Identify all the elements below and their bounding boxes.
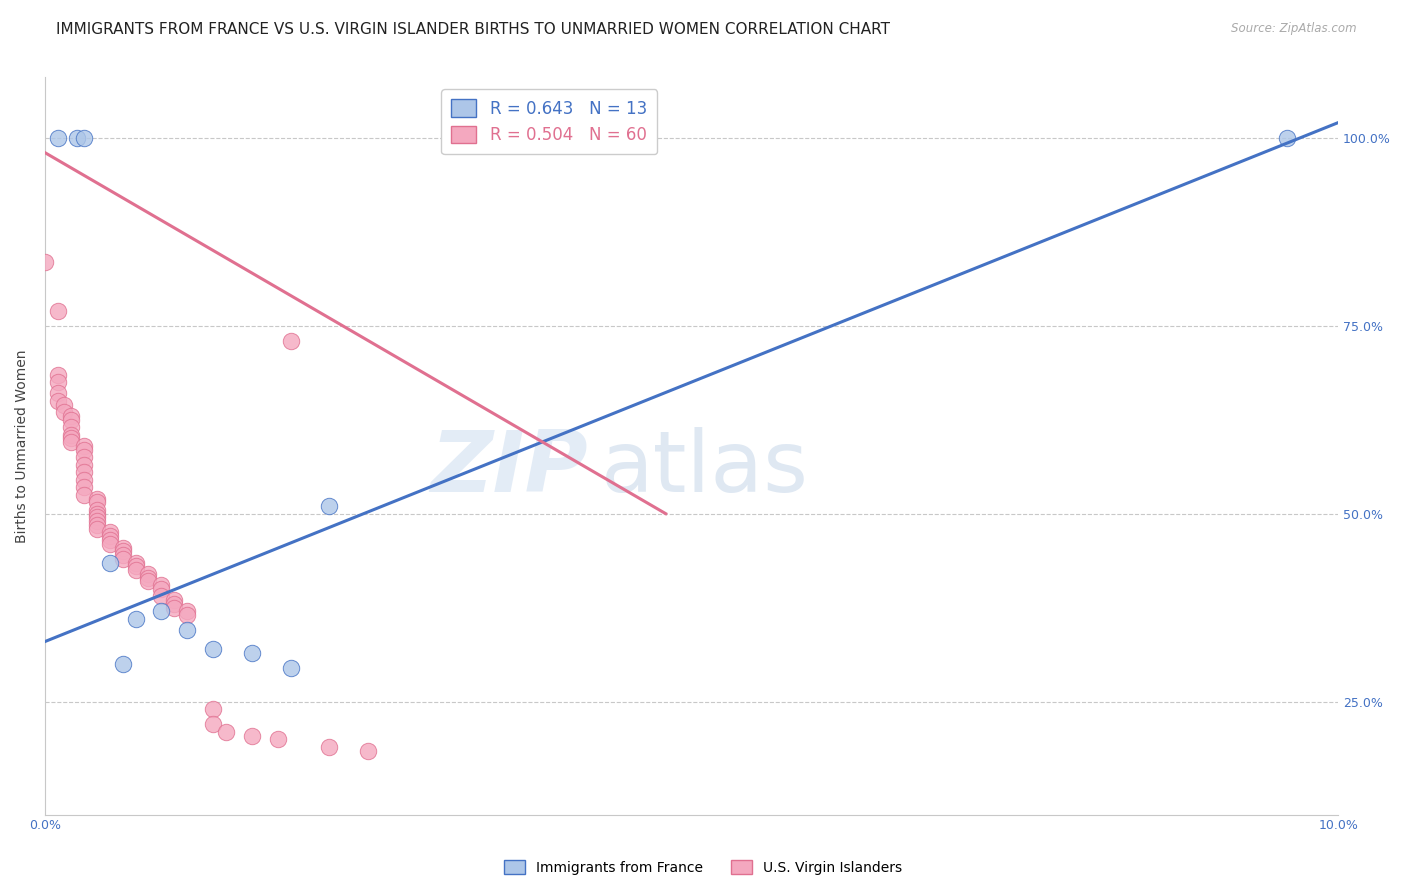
Point	[59, 420, 82, 434]
Point	[46, 386, 69, 401]
Point	[163, 593, 186, 607]
Point	[73, 458, 96, 472]
Point	[150, 604, 173, 618]
Point	[46, 368, 69, 382]
Point	[267, 732, 290, 747]
Point	[111, 548, 134, 562]
Point	[176, 624, 198, 638]
Point	[53, 405, 76, 419]
Point	[1275, 130, 1298, 145]
Text: Source: ZipAtlas.com: Source: ZipAtlas.com	[1232, 22, 1357, 36]
Point	[59, 435, 82, 450]
Point	[59, 412, 82, 426]
Point	[46, 393, 69, 408]
Point	[124, 559, 146, 574]
Point	[73, 130, 96, 145]
Point	[86, 514, 108, 528]
Point	[124, 612, 146, 626]
Point	[46, 130, 69, 145]
Point	[163, 597, 186, 611]
Point	[86, 518, 108, 533]
Point	[280, 661, 302, 675]
Point	[98, 525, 121, 540]
Point	[53, 398, 76, 412]
Point	[111, 544, 134, 558]
Point	[73, 439, 96, 453]
Point	[98, 556, 121, 570]
Point	[98, 533, 121, 547]
Point	[318, 739, 340, 754]
Point	[176, 608, 198, 623]
Point	[66, 130, 89, 145]
Point	[98, 537, 121, 551]
Point	[73, 442, 96, 457]
Point	[202, 702, 225, 716]
Point	[46, 375, 69, 389]
Point	[86, 503, 108, 517]
Point	[280, 334, 302, 348]
Point	[86, 522, 108, 536]
Point	[86, 491, 108, 506]
Point	[86, 510, 108, 524]
Point	[240, 729, 263, 743]
Point	[86, 507, 108, 521]
Point	[150, 590, 173, 604]
Point	[150, 582, 173, 596]
Point	[318, 499, 340, 513]
Point	[357, 743, 380, 757]
Point	[86, 495, 108, 509]
Point	[124, 563, 146, 577]
Point	[98, 529, 121, 543]
Point	[240, 646, 263, 660]
Point	[202, 642, 225, 657]
Point	[215, 724, 238, 739]
Point	[138, 574, 160, 589]
Legend: R = 0.643   N = 13, R = 0.504   N = 60: R = 0.643 N = 13, R = 0.504 N = 60	[441, 89, 657, 154]
Point	[111, 541, 134, 555]
Point	[73, 450, 96, 465]
Point	[46, 303, 69, 318]
Point	[59, 432, 82, 446]
Point	[202, 717, 225, 731]
Point	[138, 566, 160, 581]
Point	[59, 409, 82, 423]
Point	[138, 571, 160, 585]
Legend: Immigrants from France, U.S. Virgin Islanders: Immigrants from France, U.S. Virgin Isla…	[499, 855, 907, 880]
Point	[111, 657, 134, 672]
Point	[73, 473, 96, 487]
Point	[124, 556, 146, 570]
Point	[111, 551, 134, 566]
Text: atlas: atlas	[602, 426, 808, 509]
Point	[59, 427, 82, 442]
Point	[150, 578, 173, 592]
Text: IMMIGRANTS FROM FRANCE VS U.S. VIRGIN ISLANDER BIRTHS TO UNMARRIED WOMEN CORRELA: IMMIGRANTS FROM FRANCE VS U.S. VIRGIN IS…	[56, 22, 890, 37]
Point	[73, 466, 96, 480]
Point	[176, 604, 198, 618]
Point	[73, 480, 96, 494]
Point	[34, 254, 56, 268]
Point	[163, 600, 186, 615]
Text: ZIP: ZIP	[430, 426, 588, 509]
Point	[73, 488, 96, 502]
Y-axis label: Births to Unmarried Women: Births to Unmarried Women	[15, 350, 30, 542]
